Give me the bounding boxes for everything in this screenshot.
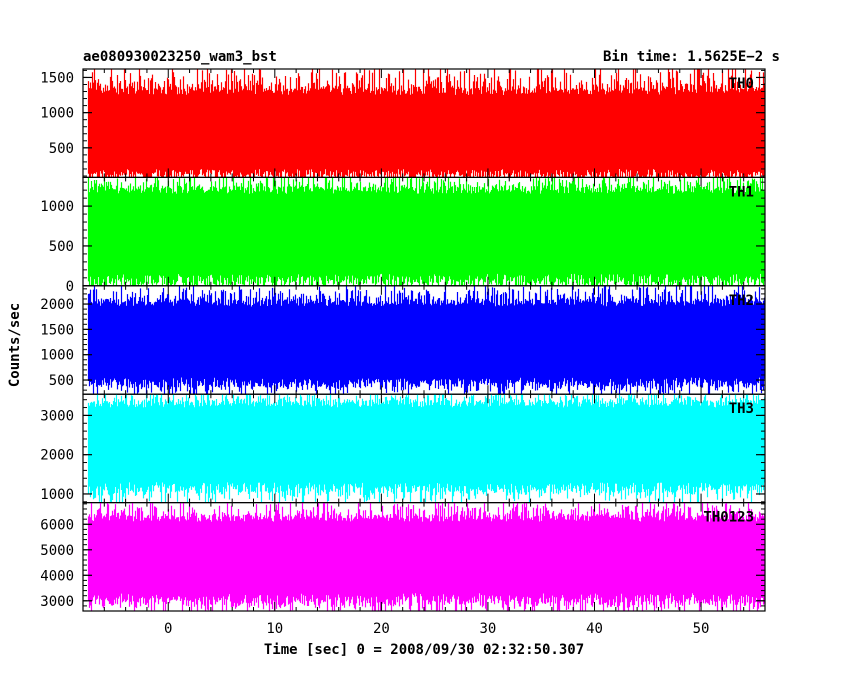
y-axis-label: Counts/sec [7, 303, 23, 387]
series-trace-th0123 [87, 502, 766, 611]
bin-time-label: Bin time: 1.5625E−2 s [603, 49, 780, 65]
y-tick-label: 1000 [40, 199, 74, 215]
panels-group: 500 1000 1500 TH0 0 500 1000 TH1 500 1000 1500 2000… [40, 68, 766, 612]
panel-th0123: 3000 4000 5000 6000 TH0123 [40, 502, 766, 612]
y-tick-label: 1000 [40, 348, 74, 364]
panel-label-th1: TH1 [729, 184, 754, 200]
y-tick-label: 500 [49, 141, 74, 157]
y-tick-label: 3000 [40, 408, 74, 424]
series-trace-th1 [87, 177, 766, 286]
y-tick-label: 0 [66, 279, 74, 295]
series-trace-th2 [87, 285, 766, 395]
y-tick-label: 1500 [40, 322, 74, 338]
x-axis-label: Time [sec] 0 = 2008/09/30 02:32:50.307 [264, 642, 584, 658]
panel-label-th0123: TH0123 [703, 510, 754, 526]
x-axis: 0 10 20 30 40 50 [164, 621, 709, 637]
figure-title: ae080930023250_wam3_bst [83, 49, 277, 65]
y-tick-label: 2000 [40, 448, 74, 464]
y-tick-label: 6000 [40, 517, 74, 533]
y-tick-label: 1000 [40, 487, 74, 503]
panel-th0: 500 1000 1500 TH0 [40, 68, 766, 179]
x-tick-label: 0 [164, 621, 172, 637]
y-tick-label: 3000 [40, 594, 74, 610]
panel-label-th0: TH0 [729, 76, 754, 92]
series-trace-th3 [87, 394, 766, 503]
x-tick-label: 30 [480, 621, 497, 637]
y-tick-label: 4000 [40, 568, 74, 584]
y-tick-label: 500 [49, 373, 74, 389]
y-tick-label: 500 [49, 239, 74, 255]
y-tick-label: 5000 [40, 543, 74, 559]
y-tick-label: 1000 [40, 106, 74, 122]
panel-th1: 0 500 1000 TH1 [40, 176, 766, 295]
panel-th3: 1000 2000 3000 TH3 [40, 393, 766, 504]
panel-label-th3: TH3 [729, 401, 754, 417]
x-tick-label: 40 [586, 621, 603, 637]
x-tick-label: 20 [373, 621, 390, 637]
panel-label-th2: TH2 [729, 293, 754, 309]
panel-th2: 500 1000 1500 2000 TH2 [40, 285, 766, 395]
x-tick-label: 50 [693, 621, 710, 637]
series-trace-th0 [87, 69, 766, 178]
x-tick-label: 10 [266, 621, 283, 637]
y-tick-label: 1500 [40, 70, 74, 86]
y-tick-label: 2000 [40, 297, 74, 313]
